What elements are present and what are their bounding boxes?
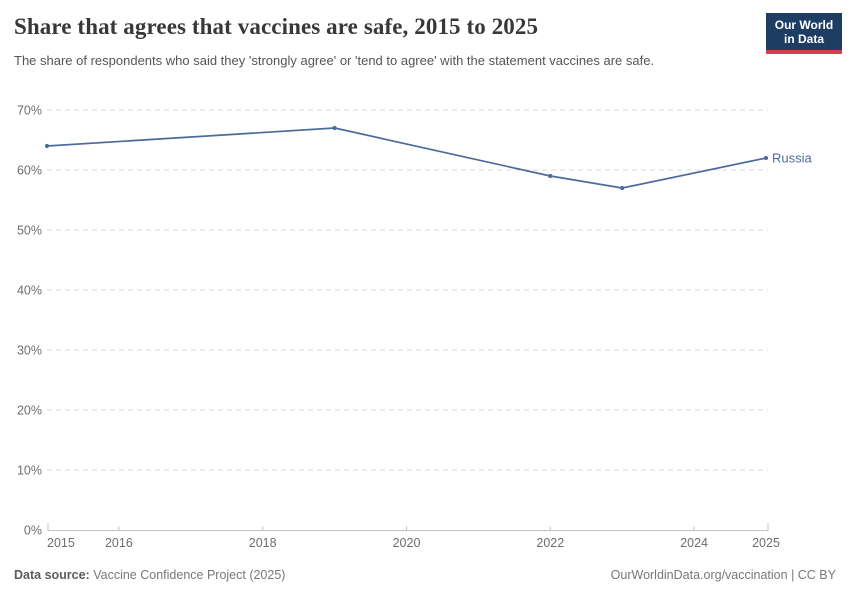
y-axis-label: 20% (17, 404, 42, 418)
y-axis-label: 50% (17, 224, 42, 238)
data-source: Data source: Vaccine Confidence Project … (14, 568, 285, 582)
chart-title: Share that agrees that vaccines are safe… (14, 14, 539, 39)
y-axis-label: 10% (17, 464, 42, 478)
credit-link[interactable]: OurWorldinData.org/vaccination | CC BY (610, 568, 836, 582)
chart-subtitle: The share of respondents who said they '… (14, 53, 655, 68)
data-point-russia-2015[interactable] (44, 143, 50, 149)
series-line-russia[interactable] (46, 127, 767, 189)
x-axis-label: 2024 (680, 536, 708, 550)
owid-logo-line2: in Data (783, 32, 824, 46)
data-point-russia-2023[interactable] (620, 185, 625, 191)
x-axis-label: 2020 (393, 536, 421, 550)
y-axis-label: 60% (17, 164, 42, 178)
data-point-russia-2025[interactable] (763, 155, 769, 161)
y-axis-label: 40% (17, 284, 42, 298)
x-axis-label: 2016 (105, 536, 133, 550)
x-axis-label: 2018 (249, 536, 277, 550)
owid-logo-line1: Our World (774, 18, 834, 32)
y-axis-label: 0% (24, 524, 42, 538)
series-label-russia[interactable]: Russia (772, 151, 813, 166)
data-source-label: Data source: (14, 568, 90, 582)
x-axis-label: 2015 (47, 536, 75, 550)
chart-header: Share that agrees that vaccines are safe… (14, 12, 842, 70)
owid-logo[interactable]: Our World in Data (766, 13, 842, 54)
chart-footer: Data source: Vaccine Confidence Project … (14, 568, 836, 582)
data-point-russia-2019[interactable] (332, 125, 337, 131)
x-axis-label: 2025 (752, 536, 780, 550)
x-axis-label: 2022 (536, 536, 564, 550)
x-axis-line (47, 523, 769, 531)
data-source-value: Vaccine Confidence Project (2025) (93, 568, 286, 582)
data-point-russia-2022[interactable] (548, 173, 553, 179)
y-axis-label: 70% (17, 104, 42, 118)
y-axis-label: 30% (17, 344, 42, 358)
